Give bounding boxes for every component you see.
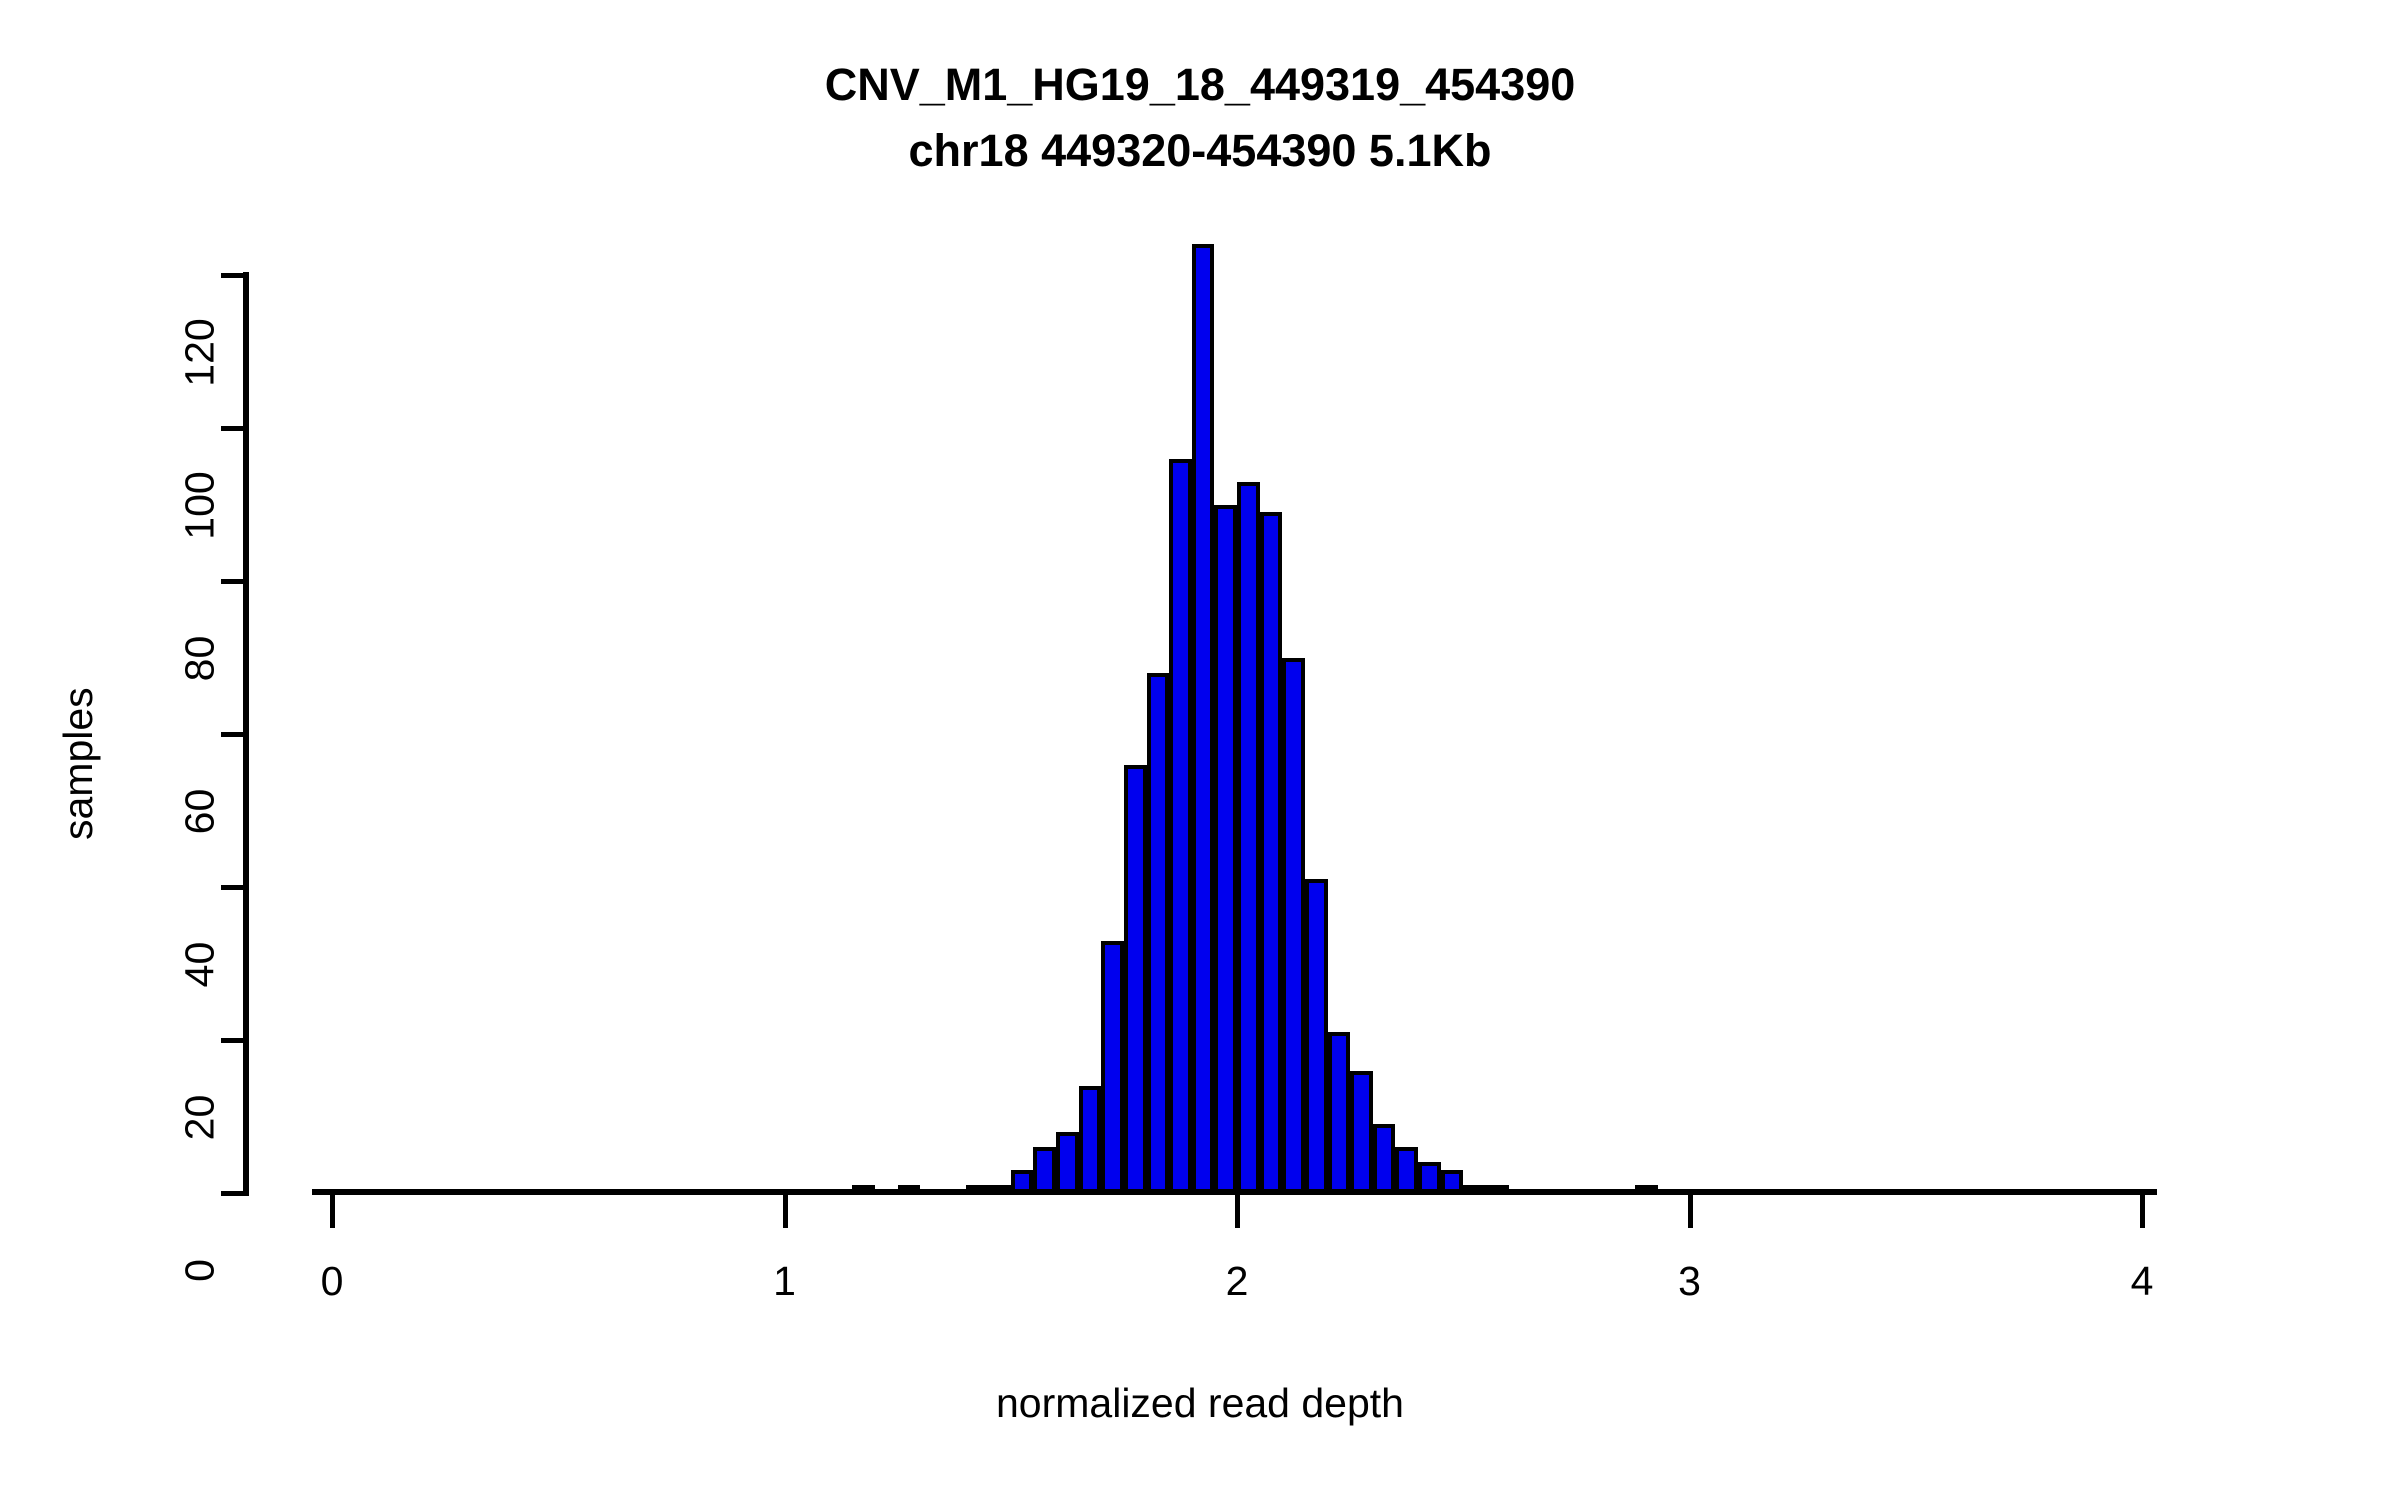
histogram-bar bbox=[1146, 672, 1170, 1193]
y-axis-tick-label: 60 bbox=[176, 788, 223, 835]
histogram-bar bbox=[1304, 879, 1328, 1193]
y-axis-tick bbox=[221, 732, 243, 737]
histogram-bar bbox=[1350, 1070, 1373, 1193]
x-axis-tick-label: 4 bbox=[2130, 1258, 2154, 1304]
histogram-bar bbox=[1259, 512, 1283, 1193]
x-axis-tick bbox=[782, 1194, 788, 1228]
histogram-bar bbox=[1101, 940, 1124, 1193]
histogram-bar bbox=[1327, 1032, 1351, 1193]
x-axis-tick bbox=[1235, 1194, 1240, 1228]
y-axis-tick-label: 80 bbox=[176, 635, 223, 682]
histogram-bar bbox=[1214, 504, 1237, 1193]
histogram-bar bbox=[1078, 1085, 1102, 1193]
histogram-bar bbox=[1237, 481, 1260, 1193]
y-axis-tick-label: 20 bbox=[176, 1094, 223, 1141]
y-axis-label: samples bbox=[55, 687, 101, 840]
x-axis-tick bbox=[2140, 1194, 2145, 1228]
histogram-bar bbox=[1372, 1124, 1396, 1193]
y-axis-tick bbox=[221, 1038, 243, 1043]
x-axis-tick-label: 0 bbox=[320, 1258, 344, 1304]
x-axis-tick bbox=[330, 1194, 335, 1228]
x-axis-tick-label: 2 bbox=[1225, 1258, 1249, 1304]
y-axis-tick-label: 100 bbox=[176, 471, 223, 540]
figure-title: CNV_M1_HG19_18_449319_454390 chr18 44932… bbox=[0, 52, 2400, 184]
y-axis-tick-label: 40 bbox=[176, 941, 223, 988]
x-axis-label: normalized read depth bbox=[996, 1380, 1404, 1426]
y-axis-tick bbox=[221, 579, 243, 584]
x-axis-tick-label: 3 bbox=[1678, 1258, 1701, 1304]
histogram-bar bbox=[1169, 458, 1192, 1193]
x-axis-tick-label: 1 bbox=[773, 1258, 796, 1304]
histogram-bar bbox=[1056, 1131, 1079, 1193]
title-line-2: chr18 449320-454390 5.1Kb bbox=[908, 125, 1492, 176]
histogram-bar bbox=[1123, 764, 1147, 1193]
histogram-bar bbox=[1033, 1147, 1056, 1193]
histogram-bar bbox=[1191, 244, 1215, 1193]
y-axis-tick-label: 0 bbox=[176, 1259, 223, 1282]
y-axis-tick bbox=[221, 1191, 243, 1196]
histogram-bar bbox=[1282, 657, 1305, 1193]
y-axis-line bbox=[243, 272, 249, 1196]
histogram-bar bbox=[1395, 1147, 1418, 1193]
title-line-1: CNV_M1_HG19_18_449319_454390 bbox=[824, 59, 1576, 110]
y-axis-tick bbox=[221, 885, 243, 890]
y-axis-tick-label: 120 bbox=[176, 318, 223, 387]
y-axis-tick bbox=[221, 273, 243, 278]
x-axis-tick bbox=[1687, 1194, 1693, 1228]
x-axis-line bbox=[312, 1189, 2157, 1195]
y-axis-tick bbox=[221, 426, 243, 431]
